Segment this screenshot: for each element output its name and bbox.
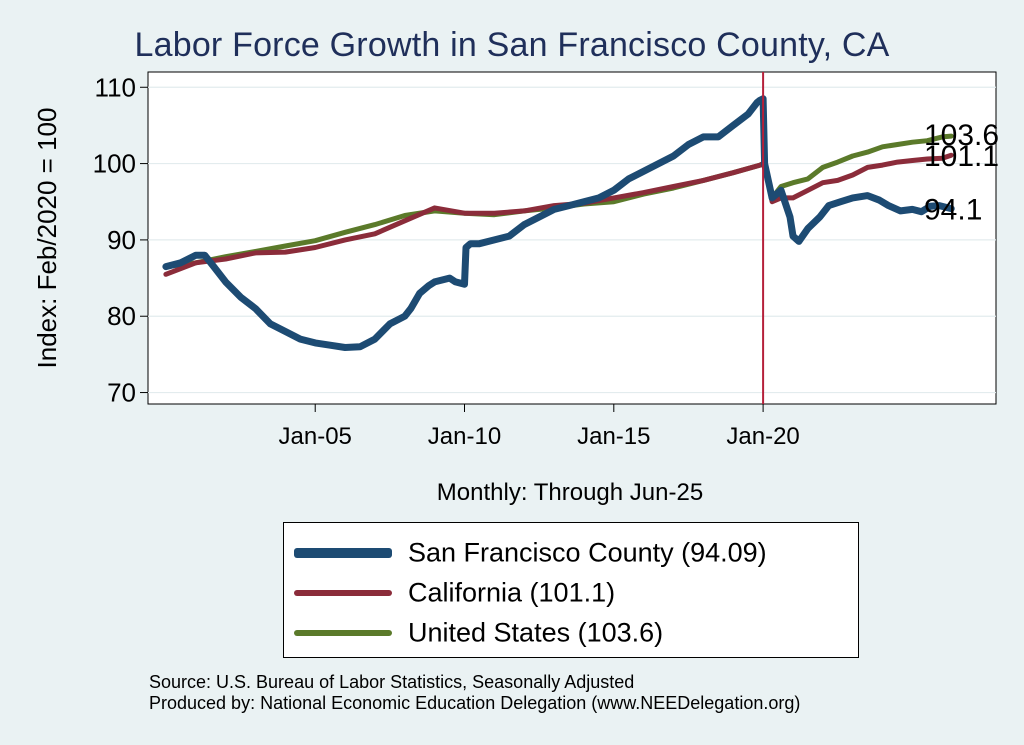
legend-label: San Francisco County (94.09): [408, 537, 767, 568]
end-label: 101.1: [924, 140, 999, 173]
x-tick-label: Jan-05: [279, 423, 352, 450]
legend-label: United States (103.6): [408, 617, 664, 648]
series-layer: [162, 72, 955, 404]
producer-line: Produced by: National Economic Education…: [149, 693, 801, 713]
series-line-california: [163, 152, 954, 277]
source-line: Source: U.S. Bureau of Labor Statistics,…: [149, 672, 635, 692]
plot-area: [147, 71, 997, 405]
y-tick-label: 70: [107, 378, 136, 408]
y-axis-label: Index: Feb/2020 = 100: [32, 108, 62, 369]
x-tick-label: Jan-20: [726, 423, 799, 450]
source-note: Source: U.S. Bureau of Labor Statistics,…: [149, 672, 800, 714]
legend-item-california: California (101.1): [284, 573, 860, 613]
axes: 70 80 90 100 110 Jan-05 Jan-10 Jan-15 Jan-20: [93, 72, 800, 450]
end-label: 103.6: [924, 119, 999, 152]
x-axis-label: Monthly: Through Jun-25: [436, 479, 704, 506]
series-line-san-francisco-county: [162, 95, 955, 351]
y-tick-label: 80: [107, 301, 136, 331]
y-tick-label: 90: [107, 225, 136, 255]
legend-swatch: [294, 590, 392, 596]
x-tick-label: Jan-10: [428, 423, 501, 450]
legend-item-san-francisco: San Francisco County (94.09): [284, 533, 860, 573]
chart-title: Labor Force Growth in San Francisco Coun…: [134, 26, 890, 64]
legend: San Francisco County (94.09) California …: [283, 522, 859, 658]
y-tick-label: 110: [95, 72, 136, 102]
y-tick-label: 100: [93, 149, 136, 179]
x-tick-label: Jan-15: [577, 423, 650, 450]
legend-swatch: [294, 548, 392, 558]
legend-swatch: [294, 630, 392, 636]
legend-item-united-states: United States (103.6): [284, 613, 860, 653]
legend-label: California (101.1): [408, 577, 616, 608]
grid-lines: [148, 86, 996, 394]
end-label: 94.1: [924, 194, 982, 227]
